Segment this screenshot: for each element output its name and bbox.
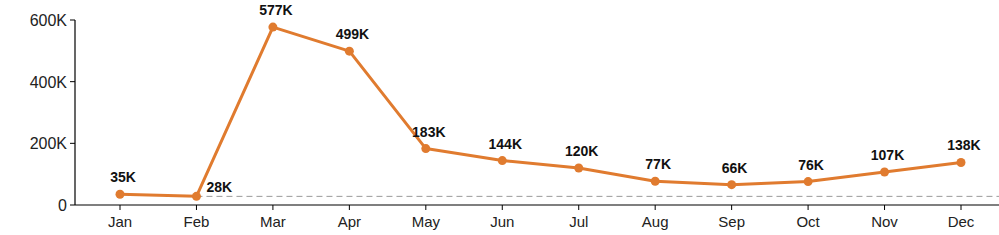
data-label: 28K — [206, 179, 232, 195]
data-label: 66K — [722, 160, 748, 176]
data-label: 183K — [412, 124, 445, 140]
x-tick — [655, 205, 656, 210]
y-tick — [70, 143, 75, 144]
marker — [268, 23, 277, 32]
data-label: 577K — [259, 2, 292, 18]
x-tick — [502, 205, 503, 210]
x-tick-label: Sep — [718, 213, 745, 230]
y-tick — [70, 20, 75, 21]
marker — [192, 192, 201, 201]
chart-svg: 0 200K 400K 600K Jan Feb Mar Apr May Jun Jul Aug Sep… — [0, 0, 999, 235]
x-tick-label: Jun — [490, 213, 514, 230]
y-tick — [70, 205, 75, 206]
marker — [727, 180, 736, 189]
data-label: 77K — [645, 156, 671, 172]
x-tick-label: Dec — [948, 213, 975, 230]
marker — [116, 190, 125, 199]
marker — [574, 164, 583, 173]
x-tick — [349, 205, 350, 210]
x-tick — [578, 205, 579, 210]
x-tick-label: Oct — [796, 213, 820, 230]
y-tick-label: 400K — [30, 74, 68, 91]
x-tick-label: Jul — [569, 213, 588, 230]
x-tick-label: Jan — [108, 213, 132, 230]
x-tick — [961, 205, 962, 210]
marker — [880, 168, 889, 177]
x-tick — [884, 205, 885, 210]
data-label: 35K — [110, 169, 136, 185]
x-tick-label: Feb — [184, 213, 210, 230]
marker — [498, 156, 507, 165]
x-tick — [272, 205, 273, 210]
x-tick — [808, 205, 809, 210]
y-tick-label: 200K — [30, 135, 68, 152]
x-tick — [731, 205, 732, 210]
line — [120, 27, 961, 196]
data-label: 107K — [871, 147, 904, 163]
marker — [421, 144, 430, 153]
y-tick — [70, 81, 75, 82]
marker — [345, 47, 354, 56]
data-label: 499K — [336, 26, 369, 42]
x-tick — [120, 205, 121, 210]
x-tick-label: Aug — [642, 213, 669, 230]
data-label: 76K — [798, 157, 824, 173]
chart-container: 0 200K 400K 600K Jan Feb Mar Apr May Jun Jul Aug Sep… — [0, 0, 999, 235]
y-tick-label: 600K — [30, 12, 68, 29]
marker — [957, 158, 966, 167]
x-axis-line — [75, 204, 999, 205]
marker — [651, 177, 660, 186]
x-tick — [196, 205, 197, 210]
y-tick-label: 0 — [58, 197, 67, 214]
x-tick-label: Nov — [871, 213, 898, 230]
data-label: 144K — [489, 136, 522, 152]
marker — [804, 177, 813, 186]
x-tick-label: Mar — [260, 213, 286, 230]
x-tick-label: Apr — [338, 213, 361, 230]
x-tick — [425, 205, 426, 210]
reference-line — [196, 196, 999, 197]
x-tick-label: May — [412, 213, 441, 230]
plot-area — [116, 23, 966, 201]
data-label: 120K — [565, 143, 598, 159]
y-axis-line — [74, 20, 75, 205]
data-label: 138K — [947, 137, 980, 153]
